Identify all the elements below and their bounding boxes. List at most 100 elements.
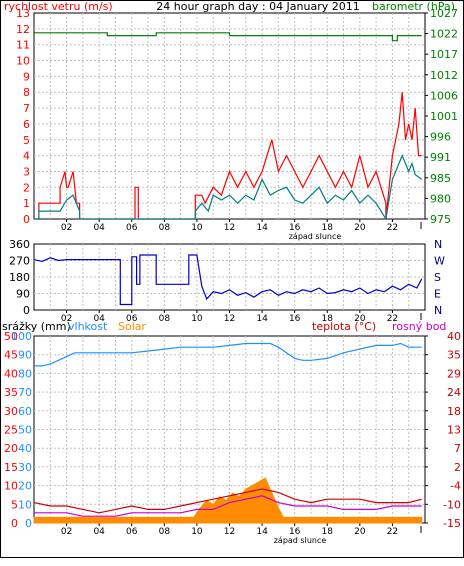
x-tick-label: 12: [224, 223, 235, 233]
direction-y-tick: 270: [9, 255, 30, 268]
x-tick-label: 16: [289, 527, 301, 537]
x-tick-label: 04: [93, 314, 105, 324]
x-tick-label: 18: [322, 223, 334, 233]
humidity-line: [34, 342, 422, 367]
wind-y-tick: 5: [23, 134, 30, 147]
x-tick-label: 12: [224, 314, 235, 324]
wind-y-tick: 13: [16, 7, 30, 20]
x-tick-label: 02: [61, 527, 72, 537]
humidity-y-tick: 0: [25, 517, 32, 530]
x-tick-label: 08: [159, 314, 171, 324]
precip-y-tick: 35: [4, 386, 18, 399]
x-tick-label: 14: [256, 527, 268, 537]
temperature-line: [33, 488, 422, 514]
compass-label: N: [434, 238, 442, 251]
x-tick-label: 18: [322, 314, 334, 324]
x-tick-label: 04: [93, 527, 105, 537]
wind-y-tick: 7: [23, 102, 30, 115]
temperature-y-tick: 35: [447, 349, 461, 362]
wind-y-tick: 2: [23, 181, 30, 194]
x-tick-label: 06: [126, 223, 138, 233]
pressure-y-tick: 1012: [430, 69, 458, 82]
direction-y-tick: 90: [16, 288, 30, 301]
x-tick-label: 10: [191, 223, 203, 233]
precip-y-tick: 15: [4, 461, 18, 474]
precip-y-tick: 40: [4, 367, 18, 380]
direction-y-tick: 0: [23, 304, 30, 317]
wind-y-tick: 10: [16, 55, 30, 68]
temperature-y-tick: 18: [447, 405, 461, 418]
dew-point-line: [34, 495, 422, 517]
temperature-y-tick: -4: [450, 480, 461, 493]
precip-y-tick: 25: [4, 424, 18, 437]
pressure-y-tick: 985: [430, 172, 451, 185]
x-tick-label: 22: [387, 527, 398, 537]
legend-humidity: vlhkost: [68, 320, 108, 333]
pressure-y-tick: 1017: [430, 48, 458, 61]
temperature-y-tick: -15: [443, 517, 461, 530]
temperature-y-tick: -10: [443, 498, 461, 511]
temperature-y-tick: 29: [447, 367, 461, 380]
pressure-y-tick: 1006: [430, 89, 458, 102]
humidity-y-tick: 30: [18, 461, 32, 474]
temperature-y-tick: 40: [447, 330, 461, 343]
legend-temperature: teplota (°C): [312, 320, 376, 333]
humidity-y-tick: 20: [18, 480, 32, 493]
temperature-y-tick: 13: [447, 424, 461, 437]
precip-axis-title: srážky (mm): [2, 320, 71, 333]
precip-y-tick: 5: [11, 498, 18, 511]
humidity-y-tick: 80: [18, 367, 32, 380]
x-tick-label: 22: [387, 223, 398, 233]
precip-y-tick: 50: [4, 330, 18, 343]
x-tick-label: 08: [159, 223, 171, 233]
pressure-y-tick: 1027: [430, 7, 458, 20]
wind-y-tick: 3: [23, 165, 30, 178]
pressure-y-tick: 1022: [430, 28, 458, 41]
wind-y-tick: 12: [16, 23, 30, 36]
x-tick-label: 12: [224, 527, 235, 537]
x-tick-label: 08: [159, 527, 171, 537]
wind-y-tick: 9: [23, 70, 30, 83]
wind-y-tick: 1: [23, 197, 30, 210]
sunset-label: západ slunce: [289, 232, 342, 241]
chart-title: 24 hour graph day : 04 January 2011: [156, 0, 360, 13]
pressure-y-tick: 991: [430, 151, 451, 164]
humidity-y-tick: 50: [18, 424, 32, 437]
x-tick-label: 10: [191, 314, 203, 324]
plot-area-1: [33, 12, 426, 220]
compass-label: S: [434, 271, 441, 284]
barometer-axis-title: barometr (hPa): [372, 0, 455, 13]
x-tick-label: 10: [191, 527, 203, 537]
precip-y-tick: 0: [11, 517, 18, 530]
x-tick-label: 16: [289, 223, 301, 233]
x-tick-label: 18: [322, 527, 334, 537]
precip-y-tick: 45: [4, 349, 18, 362]
humidity-y-tick: 70: [18, 386, 32, 399]
wind-direction-line: [33, 254, 423, 306]
x-tick-label: 06: [126, 314, 138, 324]
x-tick-label: 14: [256, 223, 268, 233]
precip-y-tick: 20: [4, 442, 18, 455]
wind-y-tick: 8: [23, 86, 30, 99]
pressure-y-tick: 975: [430, 213, 451, 226]
temperature-y-tick: 24: [447, 386, 461, 399]
wind-y-tick: 11: [16, 39, 30, 52]
x-tick-label: 14: [256, 314, 268, 324]
pressure-y-tick: 980: [430, 192, 451, 205]
temperature-y-tick: 2: [454, 461, 461, 474]
humidity-y-tick: 10: [18, 498, 32, 511]
direction-y-tick: 360: [9, 238, 30, 251]
x-tick-label: 02: [61, 314, 72, 324]
x-tick-label: 02: [61, 223, 72, 233]
legend-dew-point: rosný bod: [392, 320, 446, 333]
humidity-y-tick: 60: [18, 405, 32, 418]
x-tick-label: 04: [93, 223, 105, 233]
humidity-y-tick: 90: [18, 349, 32, 362]
wind-y-tick: 6: [23, 118, 30, 131]
wind-average-line: [34, 154, 423, 221]
x-tick-label: 22: [387, 314, 398, 324]
x-tick-label: 20: [354, 314, 366, 324]
sunset-label-bottom: západ slunce: [274, 536, 327, 545]
temperature-y-tick: 7: [454, 442, 461, 455]
